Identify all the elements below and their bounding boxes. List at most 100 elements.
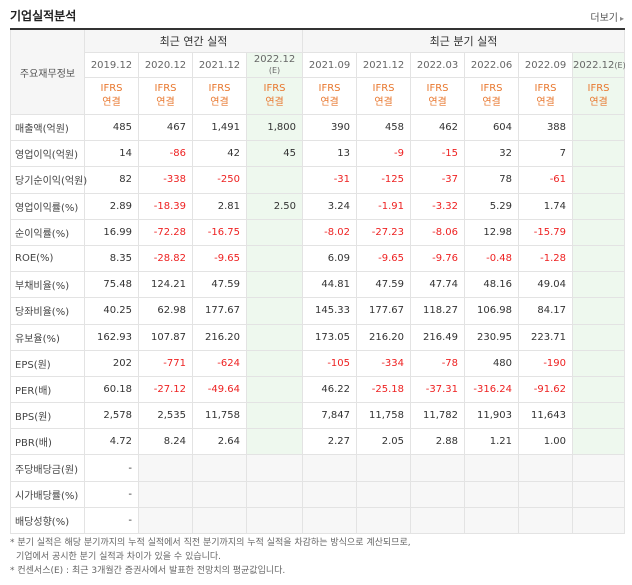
consolidated-label: 연결 xyxy=(320,97,339,108)
row-label: 영업이익(억원) xyxy=(10,140,85,168)
consolidated-label: 연결 xyxy=(428,97,447,108)
row-label: ROE(%) xyxy=(10,244,85,273)
row-label: 매출액(억원) xyxy=(10,113,85,142)
table-cell: -25.18 xyxy=(356,375,412,404)
ifrs-header: IFRS 연결 xyxy=(518,77,574,115)
table-cell xyxy=(192,454,247,482)
table-cell: 604 xyxy=(464,113,520,142)
table-cell xyxy=(302,480,358,508)
table-cell: 45 xyxy=(245,140,304,168)
table-cell: 42 xyxy=(192,140,247,168)
table-row: PBR(배) 4.72 8.24 2.64 2.27 2.05 2.88 1.21 1.00 xyxy=(10,428,626,456)
table-row: 매출액(억원) 485 467 1,491 1,800 390 458 462 604 388 xyxy=(10,113,626,142)
table-cell: -9.65 xyxy=(192,244,247,273)
table-cell xyxy=(572,244,626,273)
period-label: 2021.12 xyxy=(362,59,405,71)
period-header: 2022.03 xyxy=(410,52,466,78)
table-cell: -338 xyxy=(138,166,193,194)
table-cell: -9.65 xyxy=(356,244,412,273)
table-cell: 13 xyxy=(302,140,358,168)
footnote-3: * 컨센서스(E) : 최근 3개월간 증권사에서 발표한 전망치의 평균값입니… xyxy=(10,566,286,576)
table-cell: 2.88 xyxy=(410,428,466,456)
more-label: 더보기 xyxy=(590,13,618,24)
table-cell: 107.87 xyxy=(138,323,193,351)
table-cell: -27.23 xyxy=(356,218,412,246)
period-header: 2022.09 xyxy=(518,52,574,78)
table-cell: 462 xyxy=(410,113,466,142)
table-cell: 2.05 xyxy=(356,428,412,456)
table-cell: 202 xyxy=(84,349,139,377)
table-cell: 16.99 xyxy=(84,218,139,246)
table-cell: 46.22 xyxy=(302,375,358,404)
table-cell: 1,491 xyxy=(192,113,247,142)
table-cell: 11,643 xyxy=(518,402,574,430)
table-cell: 2.27 xyxy=(302,428,358,456)
ifrs-header: IFRS 연결 xyxy=(245,77,304,115)
table-cell: - xyxy=(84,454,139,482)
ifrs-header: IFRS 연결 xyxy=(572,77,626,115)
table-cell xyxy=(572,323,626,351)
table-cell xyxy=(356,454,412,482)
table-cell: 11,903 xyxy=(464,402,520,430)
table-cell xyxy=(572,506,626,535)
table-cell xyxy=(245,506,304,535)
consolidated-label: 연결 xyxy=(265,97,284,108)
table-cell: 230.95 xyxy=(464,323,520,351)
row-label: 배당성향(%) xyxy=(10,506,85,535)
table-cell: -624 xyxy=(192,349,247,377)
ifrs-label: IFRS xyxy=(100,83,123,94)
table-cell xyxy=(464,506,520,535)
table-cell: 2.89 xyxy=(84,192,139,220)
row-label: 순이익률(%) xyxy=(10,218,85,246)
table-cell: -1.91 xyxy=(356,192,412,220)
section-title: 기업실적분석 xyxy=(10,9,77,23)
table-cell xyxy=(464,480,520,508)
table-cell: 11,782 xyxy=(410,402,466,430)
period-label: 2022.09 xyxy=(524,59,567,71)
period-label: 2022.12 xyxy=(253,54,296,65)
row-label: 주당배당금(원) xyxy=(10,454,85,482)
row-label: EPS(원) xyxy=(10,349,85,377)
ifrs-label: IFRS xyxy=(426,83,449,94)
table-cell xyxy=(572,297,626,325)
table-cell: 84.17 xyxy=(518,297,574,325)
table-cell: -86 xyxy=(138,140,193,168)
table-cell: 145.33 xyxy=(302,297,358,325)
table-cell xyxy=(302,506,358,535)
table-row: 순이익률(%) 16.99 -72.28 -16.75 -8.02 -27.23 -8.06… xyxy=(10,218,626,246)
ifrs-label: IFRS xyxy=(534,83,557,94)
table-row: BPS(원) 2,578 2,535 11,758 7,847 11,758 11,782 1… xyxy=(10,402,626,430)
row-label: PBR(배) xyxy=(10,428,85,456)
table-cell xyxy=(572,454,626,482)
table-cell: 1.74 xyxy=(518,192,574,220)
period-label: 2022.03 xyxy=(416,59,459,71)
period-header: 2022.12(E) xyxy=(245,52,304,78)
ifrs-label: IFRS xyxy=(154,83,177,94)
table-cell: 49.04 xyxy=(518,271,574,299)
table-cell xyxy=(245,428,304,456)
table-row: 주당배당금(원) - xyxy=(10,454,626,482)
table-cell xyxy=(572,218,626,246)
table-cell xyxy=(245,402,304,430)
period-label: 2022.06 xyxy=(470,59,513,71)
table-cell xyxy=(245,166,304,194)
more-link[interactable]: 더보기 ▸ xyxy=(590,9,624,24)
table-cell: 14 xyxy=(84,140,139,168)
period-header: 2019.12 xyxy=(84,52,139,78)
estimate-tag: (E) xyxy=(268,66,281,75)
table-cell xyxy=(356,506,412,535)
table-cell: -78 xyxy=(410,349,466,377)
table-cell: -771 xyxy=(138,349,193,377)
table-cell xyxy=(572,113,626,142)
table-cell xyxy=(245,375,304,404)
table-cell xyxy=(572,480,626,508)
row-label: 유보율(%) xyxy=(10,323,85,351)
table-cell: -28.82 xyxy=(138,244,193,273)
table-cell: -31 xyxy=(302,166,358,194)
period-header: 2020.12 xyxy=(138,52,193,78)
row-label: PER(배) xyxy=(10,375,85,404)
table-cell xyxy=(572,349,626,377)
table-cell: 7 xyxy=(518,140,574,168)
table-cell: 11,758 xyxy=(356,402,412,430)
table-cell: 47.59 xyxy=(356,271,412,299)
